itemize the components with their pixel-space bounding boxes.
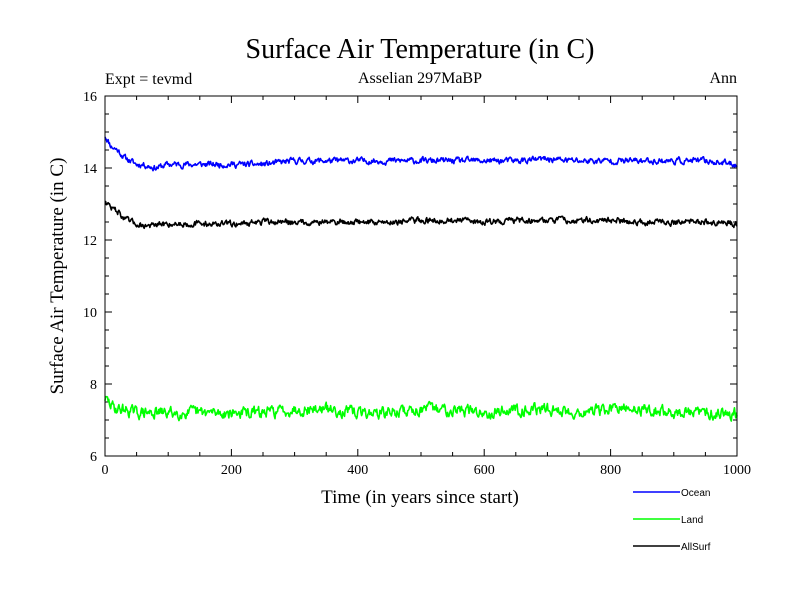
series-line-allsurf	[104, 200, 738, 230]
chart-title: Surface Air Temperature (in C)	[246, 34, 595, 65]
x-tick-labels: 0 200 400 600 800 1000	[102, 463, 752, 478]
x-tick-label: 0	[102, 463, 109, 478]
x-tick-label: 1000	[723, 463, 751, 478]
season-label: Ann	[709, 70, 737, 87]
series-line-land	[104, 395, 738, 422]
x-tick-label: 600	[474, 463, 495, 478]
legend-label-ocean: Ocean	[681, 488, 710, 499]
x-axis-label: Time (in years since start)	[321, 487, 519, 508]
plot-frame	[104, 95, 738, 457]
x-tick-label: 800	[600, 463, 621, 478]
y-tick-label: 10	[83, 306, 97, 321]
y-tick-label: 6	[90, 450, 97, 465]
legend-label-allsurf: AllSurf	[681, 542, 711, 553]
legend-label-land: Land	[681, 515, 703, 526]
series-layer	[104, 136, 738, 422]
y-tick-label: 16	[83, 90, 97, 105]
y-tick-label: 8	[90, 378, 97, 393]
legend: Ocean Land AllSurf	[633, 488, 711, 553]
x-tick-label: 200	[221, 463, 242, 478]
y-axis-label: Surface Air Temperature (in C)	[47, 158, 68, 395]
x-tick-label: 400	[347, 463, 368, 478]
series-line-ocean	[104, 136, 738, 172]
y-tick-label: 12	[83, 234, 97, 249]
y-tick-labels: 6 8 10 12 14 16	[83, 90, 97, 465]
y-tick-label: 14	[83, 162, 97, 177]
period-label: Asselian 297MaBP	[358, 70, 482, 87]
experiment-label: Expt = tevmd	[105, 71, 192, 88]
